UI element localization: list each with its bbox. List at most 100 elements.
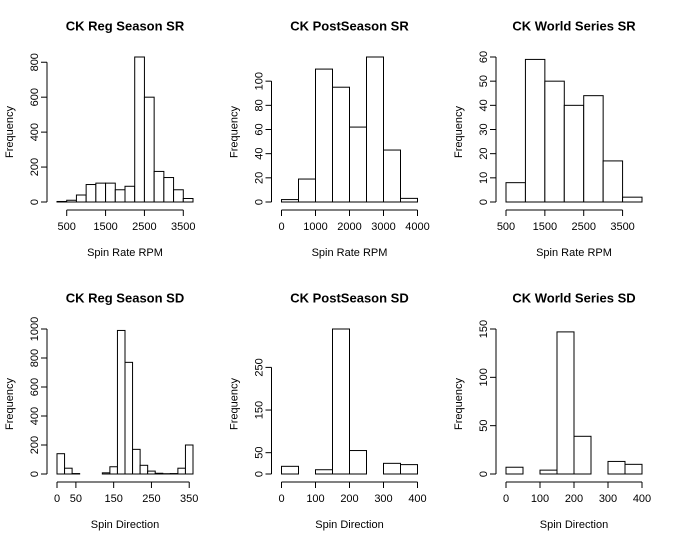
bar — [85, 184, 97, 203]
y-axis-label: Frequency — [453, 106, 465, 158]
x-tick-label: 0 — [54, 493, 60, 505]
bar — [556, 331, 575, 475]
bar — [524, 58, 546, 203]
y-tick-label: 600 — [29, 88, 41, 106]
bar — [332, 328, 350, 475]
bar — [143, 96, 155, 203]
bar — [505, 466, 524, 475]
bar — [75, 194, 87, 203]
bar — [607, 460, 626, 475]
bar — [583, 95, 604, 203]
y-tick-label: 0 — [478, 199, 490, 205]
chart-title: CK PostSeason SD — [290, 290, 408, 305]
x-axis-label: Spin Rate RPM — [87, 247, 163, 259]
bar — [624, 463, 643, 475]
bar — [349, 450, 367, 475]
x-tick-label: 150 — [104, 493, 122, 505]
chart-title: CK PostSeason SR — [290, 18, 409, 33]
x-tick-label: 0 — [278, 221, 284, 233]
chart-title: CK World Series SD — [512, 290, 635, 305]
x-tick-label: 0 — [278, 493, 284, 505]
y-tick-label: 60 — [253, 123, 265, 135]
bar — [563, 104, 585, 203]
bar — [184, 444, 194, 475]
bar — [114, 189, 126, 203]
y-tick-label: 0 — [29, 199, 41, 205]
x-tick-label: 1000 — [303, 221, 327, 233]
bar — [281, 199, 299, 203]
y-tick-label: 40 — [478, 99, 490, 111]
y-axis-label: Frequency — [4, 106, 16, 158]
bar — [383, 462, 401, 475]
x-tick-label: 2000 — [337, 221, 361, 233]
bar — [505, 182, 526, 203]
bar — [298, 178, 316, 203]
chart-title: CK Reg Season SD — [66, 290, 184, 305]
x-tick-label: 2500 — [571, 221, 595, 233]
bar — [139, 464, 149, 475]
y-axis-label: Frequency — [228, 378, 240, 430]
y-tick-label: 600 — [29, 378, 41, 396]
bar — [154, 472, 164, 475]
y-axis-label: Frequency — [228, 106, 240, 158]
x-tick-label: 50 — [70, 493, 82, 505]
bar — [544, 80, 565, 203]
x-tick-label: 3500 — [171, 221, 195, 233]
bar — [349, 126, 367, 203]
y-tick-label: 20 — [478, 148, 490, 160]
y-tick-label: 800 — [29, 349, 41, 367]
y-tick-label: 150 — [253, 401, 265, 419]
y-tick-label: 0 — [253, 199, 265, 205]
chart-title: CK Reg Season SR — [66, 18, 185, 33]
x-tick-label: 300 — [599, 493, 617, 505]
y-tick-label: 800 — [29, 53, 41, 71]
x-tick-label: 500 — [497, 221, 515, 233]
y-tick-label: 40 — [253, 148, 265, 160]
bar — [400, 464, 418, 475]
y-tick-label: 50 — [253, 447, 265, 459]
bar — [153, 170, 165, 203]
x-tick-label: 250 — [142, 493, 160, 505]
bar — [56, 200, 68, 203]
bar — [400, 197, 418, 203]
x-tick-label: 0 — [503, 493, 509, 505]
bar — [602, 160, 624, 203]
bar — [573, 435, 592, 475]
x-tick-label: 1500 — [533, 221, 557, 233]
y-tick-label: 100 — [478, 368, 490, 386]
bar — [109, 466, 118, 475]
x-axis-label: Spin Rate RPM — [536, 247, 612, 259]
y-tick-label: 30 — [478, 123, 490, 135]
y-tick-label: 400 — [29, 123, 41, 141]
bar — [124, 185, 136, 203]
x-tick-label: 1500 — [93, 221, 117, 233]
chart-title: CK World Series SR — [512, 18, 636, 33]
x-tick-label: 400 — [408, 493, 426, 505]
x-tick-label: 350 — [180, 493, 198, 505]
bar — [101, 472, 111, 475]
y-tick-label: 400 — [29, 407, 41, 425]
bar — [366, 56, 384, 203]
x-tick-label: 100 — [306, 493, 324, 505]
bar — [56, 453, 66, 475]
y-tick-label: 50 — [478, 420, 490, 432]
y-axis-label: Frequency — [453, 378, 465, 430]
y-tick-label: 0 — [29, 471, 41, 477]
x-tick-label: 3000 — [371, 221, 395, 233]
y-tick-label: 250 — [253, 358, 265, 376]
x-axis-label: Spin Rate RPM — [312, 247, 388, 259]
y-tick-label: 1000 — [29, 317, 41, 341]
y-axis-label: Frequency — [4, 378, 16, 430]
bar — [66, 199, 77, 203]
y-tick-label: 10 — [478, 172, 490, 184]
x-tick-label: 4000 — [405, 221, 429, 233]
bar — [173, 189, 184, 203]
bar — [132, 448, 141, 475]
bar — [64, 467, 73, 475]
x-tick-label: 400 — [633, 493, 651, 505]
y-tick-label: 100 — [253, 72, 265, 90]
bar — [332, 86, 350, 203]
x-axis-label: Spin Direction — [315, 519, 383, 531]
x-tick-label: 300 — [374, 493, 392, 505]
